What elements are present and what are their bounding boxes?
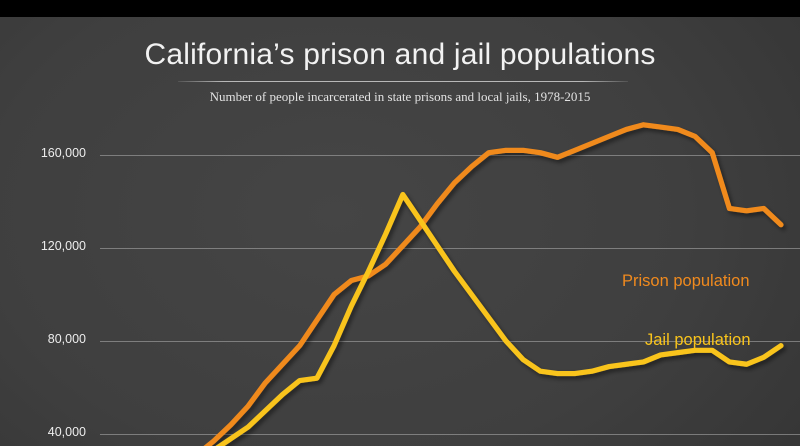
chart-subtitle: Number of people incarcerated in state p… [209,89,591,104]
y-tick-label-160000: 160,000 [40,146,86,160]
legend-label-jail: Jail population [645,331,751,349]
y-tick-label-120000: 120,000 [40,239,86,253]
plot-area: 40,000 80,000 120,000 160,000 Prison popula… [0,17,800,446]
chart-title: California’s prison and jail populations [144,38,656,71]
line-jail-population [215,191,784,446]
gridline-40000 [100,434,800,435]
y-tick-label-80000: 80,000 [47,332,86,346]
y-tick-label-40000: 40,000 [47,425,86,439]
title-divider [178,81,628,82]
gridline-80000 [100,341,800,342]
series-lines [203,122,784,446]
slide-canvas: California’s prison and jail populations… [0,17,800,446]
line-prison-population [203,122,784,446]
legend-label-prison: Prison population [622,272,750,290]
gridline-160000 [100,155,800,156]
gridline-120000 [100,248,800,249]
top-black-bar [0,0,800,17]
